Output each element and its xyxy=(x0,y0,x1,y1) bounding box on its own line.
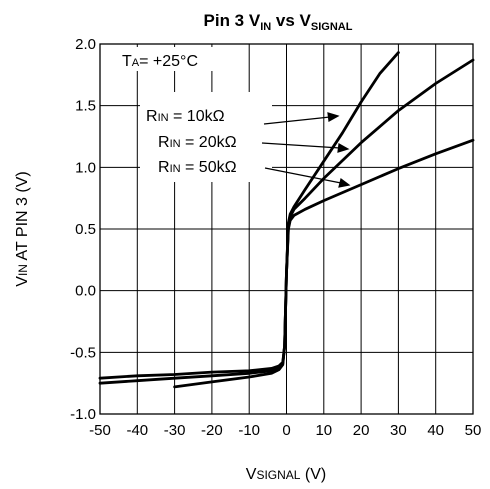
y-tick-label: 0.0 xyxy=(75,283,96,300)
y-tick-label: -1.0 xyxy=(70,406,96,423)
series-group xyxy=(98,51,475,389)
x-tick-label: -40 xyxy=(126,422,148,439)
x-tick-label: -30 xyxy=(164,422,186,439)
arrowhead-10k xyxy=(327,112,340,122)
x-tick-label: 30 xyxy=(390,422,407,439)
y-tick-label: -0.5 xyxy=(70,344,96,361)
arrow-50k xyxy=(264,167,342,184)
y-axis-label: VIN AT PIN 3 (V) xyxy=(14,171,31,286)
x-tick-label: 40 xyxy=(427,422,444,439)
y-tick-label: 1.0 xyxy=(75,159,96,176)
arrowhead-50k xyxy=(338,177,351,188)
x-tick-label: 10 xyxy=(315,422,332,439)
chart-title: Pin 3 VIN vs VSIGNAL xyxy=(204,11,353,33)
leader-arrows xyxy=(261,112,351,188)
x-tick-label: 20 xyxy=(353,422,370,439)
x-tick-labels: -50 -40 -30 -20 -10 0 10 20 30 40 50 xyxy=(89,422,481,439)
series-label-50k: RIN = 50kΩ xyxy=(158,159,237,176)
y-tick-labels: -1.0 -0.5 0.0 0.5 1.0 1.5 2.0 xyxy=(70,36,96,423)
arrow-20k xyxy=(261,142,341,149)
arrowhead-20k xyxy=(337,143,350,153)
condition-label-bg xyxy=(102,47,214,71)
series-label-20k: RIN = 20kΩ xyxy=(158,134,237,151)
y-tick-label: 2.0 xyxy=(75,36,96,53)
series-line-2 xyxy=(98,138,475,380)
x-tick-label: 0 xyxy=(282,422,290,439)
x-tick-label: -10 xyxy=(238,422,260,439)
y-tick-label: 1.5 xyxy=(75,98,96,115)
x-tick-label: -50 xyxy=(89,422,111,439)
legend-bg xyxy=(140,92,272,182)
x-tick-label: 50 xyxy=(465,422,482,439)
condition-label: TA= +25°C xyxy=(122,53,198,70)
series-label-10k: RIN = 10kΩ xyxy=(146,108,225,125)
x-axis-label: VSIGNAL (V) xyxy=(246,466,326,483)
arrow-10k xyxy=(263,116,331,125)
x-tick-label: -20 xyxy=(201,422,223,439)
y-tick-label: 0.5 xyxy=(75,221,96,238)
